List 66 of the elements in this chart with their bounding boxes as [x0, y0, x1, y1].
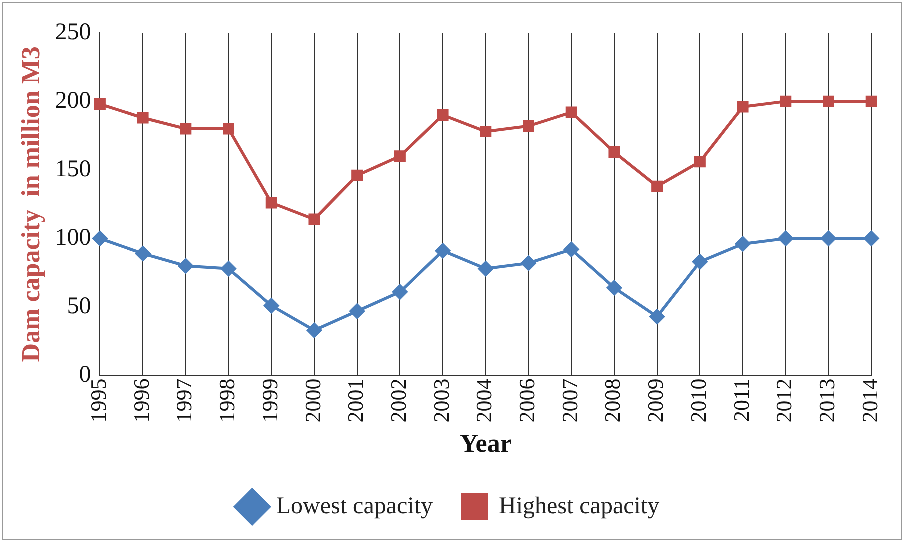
point — [608, 146, 620, 158]
x-axis-title: Year — [460, 429, 512, 458]
x-tick-label: 2010 — [686, 378, 711, 423]
x-tick-label: 1997 — [172, 378, 197, 423]
y-axis-title: Dam capacity in million M3 — [16, 46, 46, 362]
point — [821, 231, 836, 246]
point — [866, 96, 878, 108]
y-tick-label: 50 — [67, 294, 92, 320]
x-tick-label: 2008 — [600, 378, 626, 423]
x-tick-label: 2006 — [514, 378, 540, 423]
point — [778, 231, 794, 246]
point — [864, 231, 880, 246]
point — [264, 298, 280, 314]
point — [92, 231, 108, 246]
x-tick-label: 2002 — [386, 378, 411, 423]
point — [650, 309, 665, 324]
point — [480, 126, 492, 138]
x-tick-label: 2009 — [643, 378, 668, 423]
point — [352, 170, 364, 182]
point — [564, 242, 580, 258]
x-tick-label: 2012 — [772, 378, 797, 423]
point — [437, 110, 449, 122]
x-tick-label: 2013 — [814, 378, 840, 423]
x-tick-label: 1996 — [128, 378, 154, 423]
point — [523, 120, 534, 132]
point — [136, 246, 151, 262]
x-tick-label: 2007 — [557, 378, 582, 423]
point — [392, 284, 408, 300]
x-tick-label: 2014 — [857, 378, 882, 423]
point — [823, 96, 834, 108]
point — [178, 258, 194, 274]
point — [394, 150, 406, 162]
y-tick-label: 0 — [79, 362, 92, 388]
x-tick-label: 2004 — [472, 378, 497, 423]
point — [221, 261, 236, 276]
point — [652, 180, 664, 192]
y-tick-label: 250 — [55, 19, 92, 46]
point — [521, 256, 536, 271]
point — [780, 96, 792, 108]
x-tick-label: 2000 — [300, 378, 326, 423]
point — [94, 98, 106, 110]
point — [180, 123, 192, 135]
x-tick-label: 2011 — [728, 378, 754, 422]
x-tick-label: 1999 — [257, 378, 282, 423]
x-tick-label: 2003 — [428, 378, 454, 423]
point — [137, 112, 149, 124]
point — [566, 106, 578, 118]
point — [223, 123, 235, 135]
point — [350, 304, 365, 319]
point — [436, 244, 451, 259]
point — [606, 280, 622, 296]
legend-label: Highest capacity — [498, 493, 660, 520]
y-tick-label: 150 — [55, 156, 92, 182]
point — [478, 261, 494, 276]
point — [736, 236, 751, 252]
point — [737, 101, 749, 113]
point — [266, 197, 278, 209]
point — [306, 323, 322, 338]
y-tick-label: 200 — [55, 88, 92, 114]
point — [692, 254, 708, 270]
point — [308, 214, 320, 226]
legend-label: Lowest capacity — [276, 493, 434, 520]
x-tick-label: 2001 — [343, 378, 368, 423]
point — [694, 156, 706, 168]
x-tick-label: 1998 — [214, 378, 240, 423]
y-tick-label: 100 — [55, 224, 92, 251]
